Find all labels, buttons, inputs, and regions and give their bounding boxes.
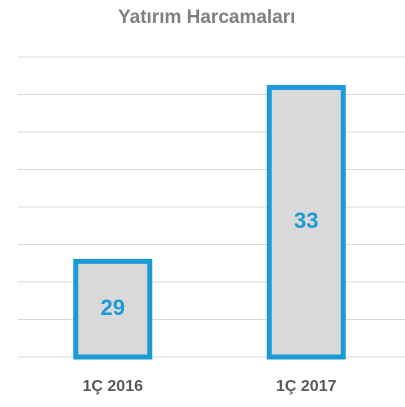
data-label: 33 xyxy=(294,208,318,233)
bar xyxy=(266,84,346,360)
bar xyxy=(73,258,153,360)
x-tick-label: 1Ç 2016 xyxy=(83,378,144,395)
x-tick-label: 1Ç 2017 xyxy=(276,378,337,395)
chart-title: Yatırım Harcamaları xyxy=(118,7,295,28)
data-label: 29 xyxy=(101,295,125,320)
